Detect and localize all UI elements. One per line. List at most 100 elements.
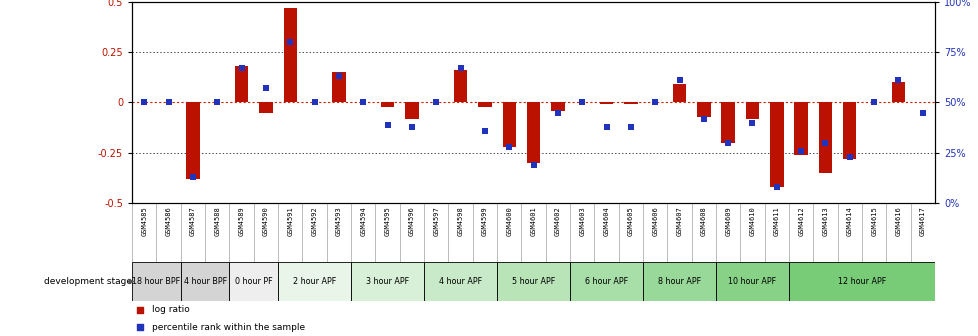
Bar: [332, 72, 345, 102]
Bar: [745, 102, 758, 119]
Point: [866, 100, 881, 105]
Bar: [600, 102, 612, 104]
Text: GSM4608: GSM4608: [700, 206, 706, 236]
Point: [841, 154, 857, 160]
Text: 6 hour APF: 6 hour APF: [585, 277, 628, 286]
Point: [599, 124, 614, 129]
Point: [132, 325, 148, 330]
Text: GSM4609: GSM4609: [725, 206, 731, 236]
Bar: [186, 102, 200, 179]
Text: 12 hour APF: 12 hour APF: [837, 277, 885, 286]
Point: [306, 100, 322, 105]
Bar: [770, 102, 782, 187]
Text: GSM4586: GSM4586: [165, 206, 171, 236]
Point: [720, 140, 735, 145]
Point: [671, 78, 687, 83]
Point: [258, 86, 274, 91]
Bar: [842, 102, 856, 159]
Text: 10 hour APF: 10 hour APF: [728, 277, 776, 286]
Text: GSM4613: GSM4613: [822, 206, 827, 236]
Point: [744, 120, 760, 125]
Text: GSM4591: GSM4591: [287, 206, 293, 236]
Text: GSM4592: GSM4592: [311, 206, 317, 236]
Text: GSM4602: GSM4602: [555, 206, 560, 236]
Bar: [715, 262, 788, 301]
Text: GSM4605: GSM4605: [627, 206, 633, 236]
Text: 2 hour APF: 2 hour APF: [292, 277, 335, 286]
Bar: [181, 262, 229, 301]
Bar: [643, 262, 715, 301]
Text: GSM4603: GSM4603: [579, 206, 585, 236]
Text: GSM4593: GSM4593: [335, 206, 341, 236]
Text: GSM4598: GSM4598: [457, 206, 464, 236]
Point: [695, 116, 711, 121]
Bar: [818, 102, 831, 173]
Text: 3 hour APF: 3 hour APF: [366, 277, 409, 286]
Text: 4 hour APF: 4 hour APF: [438, 277, 481, 286]
Text: GSM4616: GSM4616: [895, 206, 901, 236]
Point: [914, 110, 930, 115]
Point: [404, 124, 420, 129]
Text: GSM4612: GSM4612: [797, 206, 803, 236]
Point: [622, 124, 638, 129]
Text: GSM4617: GSM4617: [919, 206, 925, 236]
Bar: [132, 262, 181, 301]
Bar: [284, 8, 296, 102]
Point: [283, 39, 298, 45]
Text: 5 hour APF: 5 hour APF: [511, 277, 555, 286]
Text: GSM4596: GSM4596: [409, 206, 415, 236]
Bar: [624, 102, 637, 104]
Point: [890, 78, 906, 83]
Point: [428, 100, 444, 105]
Text: development stage: development stage: [44, 277, 132, 286]
Bar: [551, 102, 564, 111]
Bar: [229, 262, 278, 301]
Bar: [526, 102, 540, 163]
Text: GSM4585: GSM4585: [141, 206, 147, 236]
Text: GSM4614: GSM4614: [846, 206, 852, 236]
Point: [792, 148, 808, 154]
Bar: [788, 262, 934, 301]
Point: [132, 307, 148, 312]
Bar: [569, 262, 643, 301]
Text: GSM4589: GSM4589: [239, 206, 244, 236]
Text: GSM4594: GSM4594: [360, 206, 366, 236]
Point: [768, 184, 783, 190]
Text: GSM4597: GSM4597: [433, 206, 439, 236]
Text: GSM4590: GSM4590: [263, 206, 269, 236]
Text: GSM4606: GSM4606: [651, 206, 657, 236]
Point: [331, 74, 346, 79]
Point: [355, 100, 371, 105]
Bar: [794, 102, 807, 155]
Bar: [502, 102, 515, 147]
Bar: [278, 262, 351, 301]
Point: [185, 174, 200, 180]
Point: [525, 162, 541, 168]
Text: GSM4611: GSM4611: [773, 206, 779, 236]
Text: GSM4600: GSM4600: [506, 206, 511, 236]
Point: [550, 110, 565, 115]
Text: 8 hour APF: 8 hour APF: [657, 277, 700, 286]
Bar: [454, 70, 467, 102]
Text: 18 hour BPF: 18 hour BPF: [132, 277, 180, 286]
Text: GSM4610: GSM4610: [749, 206, 755, 236]
Text: percentile rank within the sample: percentile rank within the sample: [153, 323, 305, 332]
Bar: [477, 102, 491, 107]
Point: [234, 66, 249, 71]
Point: [379, 122, 395, 127]
Text: GSM4607: GSM4607: [676, 206, 682, 236]
Text: 0 hour PF: 0 hour PF: [235, 277, 272, 286]
Point: [160, 100, 176, 105]
Bar: [423, 262, 497, 301]
Point: [452, 66, 467, 71]
Point: [646, 100, 662, 105]
Bar: [721, 102, 734, 143]
Text: 4 hour BPF: 4 hour BPF: [184, 277, 227, 286]
Bar: [672, 84, 686, 102]
Text: GSM4588: GSM4588: [214, 206, 220, 236]
Bar: [351, 262, 423, 301]
Bar: [497, 262, 569, 301]
Bar: [380, 102, 394, 107]
Text: GSM4604: GSM4604: [602, 206, 609, 236]
Bar: [891, 82, 905, 102]
